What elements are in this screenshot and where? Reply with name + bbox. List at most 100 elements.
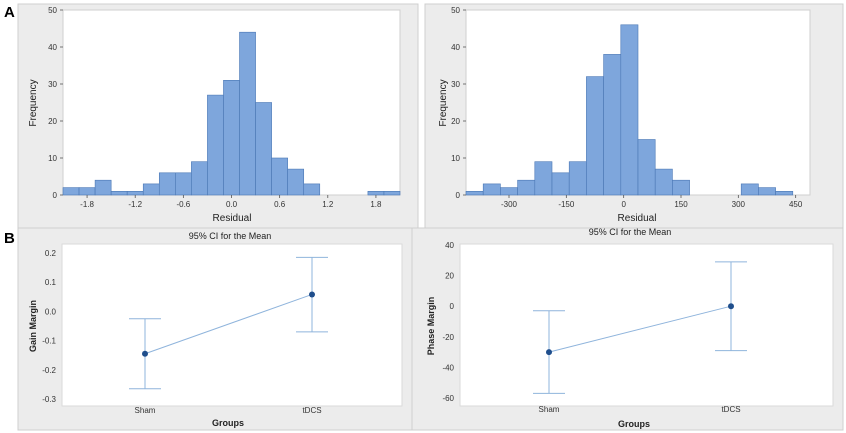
hist-left-bar bbox=[223, 80, 240, 196]
hist-left-bar bbox=[239, 31, 256, 196]
hist-right-ytick-label: 10 bbox=[451, 154, 460, 163]
hist-left-xtick-label: -1.8 bbox=[80, 200, 94, 209]
hist-left-bar bbox=[303, 183, 321, 196]
hist-left-ytick-label: 10 bbox=[48, 154, 57, 163]
hist-right-ytick-label: 20 bbox=[451, 117, 460, 126]
hist-left-bar bbox=[287, 168, 305, 196]
histogram-left-ylabel: Frequency bbox=[28, 79, 39, 126]
hist-right-ytick-label: 50 bbox=[451, 6, 460, 15]
hist-right-bar bbox=[740, 183, 759, 196]
interval-plot-left: 95% CI for the Mean -0.3 -0.2 -0.1 0.0 0.1 0.… bbox=[17, 227, 413, 431]
ci-left-mean-point bbox=[142, 350, 148, 357]
ci-left-ytick-label: -0.2 bbox=[42, 366, 56, 375]
interval-plot-right-title: 95% CI for the Mean bbox=[589, 227, 672, 237]
ci-left-ytick-label: 0.0 bbox=[45, 307, 57, 316]
hist-right-bar bbox=[672, 179, 690, 196]
hist-left-bar bbox=[110, 191, 128, 196]
hist-right-bar bbox=[654, 168, 673, 196]
hist-left-ytick-label: 50 bbox=[48, 6, 57, 15]
hist-right-xtick-label: 0 bbox=[621, 200, 626, 209]
hist-right-xtick-label: -150 bbox=[558, 200, 575, 209]
hist-left-bar bbox=[271, 157, 288, 196]
hist-right-bar bbox=[482, 183, 501, 196]
panel-label-a: A bbox=[4, 4, 15, 21]
ci-left-xtick-label: tDCS bbox=[302, 406, 321, 415]
ci-right-xtick-label: tDCS bbox=[721, 405, 740, 414]
interval-plot-left-ylabel: Gain Margin bbox=[28, 300, 38, 352]
ci-left-ytick-label: 0.1 bbox=[45, 278, 57, 287]
hist-right-xtick-label: 300 bbox=[732, 200, 746, 209]
ci-right-xtick-label: Sham bbox=[539, 405, 560, 414]
hist-left-bar bbox=[207, 94, 224, 196]
interval-plot-left-title: 95% CI for the Mean bbox=[189, 231, 272, 241]
ci-left-xtick-label: Sham bbox=[135, 406, 156, 415]
hist-left-bar bbox=[142, 183, 160, 196]
ci-left-ytick-label: 0.2 bbox=[45, 249, 57, 258]
ci-right-ytick-label: 20 bbox=[445, 272, 454, 281]
hist-right-bar bbox=[637, 139, 656, 196]
ci-right-ytick-label: 0 bbox=[450, 302, 455, 311]
hist-left-bar bbox=[191, 161, 208, 196]
ci-left-ytick-label: -0.3 bbox=[42, 395, 56, 404]
hist-left-xtick-label: 0.6 bbox=[274, 200, 286, 209]
hist-left-bar bbox=[367, 191, 385, 196]
hist-left-bar bbox=[158, 172, 176, 196]
hist-right-bar bbox=[603, 54, 622, 196]
interval-plot-left-xlabel: Groups bbox=[212, 418, 244, 428]
hist-right-xtick-label: 150 bbox=[674, 200, 688, 209]
hist-left-bar bbox=[78, 187, 96, 196]
ci-right-ytick-label: -40 bbox=[442, 363, 454, 372]
hist-right-bar bbox=[620, 24, 639, 196]
hist-left-ytick-label: 40 bbox=[48, 43, 57, 52]
hist-left-bar bbox=[175, 172, 192, 196]
histogram-right-xlabel: Residual bbox=[618, 213, 657, 224]
hist-right-bar bbox=[534, 161, 553, 196]
hist-left-xtick-label: -0.6 bbox=[176, 200, 190, 209]
hist-right-bar bbox=[465, 191, 484, 196]
hist-right-bar bbox=[775, 191, 794, 196]
ci-right-mean-connector bbox=[548, 305, 732, 353]
histogram-right-ylabel: Frequency bbox=[438, 79, 449, 126]
interval-plot-right-ylabel: Phase Margin bbox=[426, 297, 436, 356]
ci-left-mean-connector bbox=[144, 293, 313, 355]
hist-left-ytick-label: 30 bbox=[48, 80, 57, 89]
hist-right-ytick-label: 40 bbox=[451, 43, 460, 52]
interval-plot-right: 95% CI for the Mean -60 -40 -20 0 20 40 Sham t… bbox=[411, 227, 844, 431]
hist-left-bar bbox=[383, 191, 401, 196]
ci-left-mean-point bbox=[309, 291, 315, 298]
hist-right-bar bbox=[551, 172, 570, 196]
hist-right-xtick-label: -300 bbox=[501, 200, 518, 209]
interval-plot-right-plot-area bbox=[459, 243, 834, 407]
ci-left-ytick-label: -0.1 bbox=[42, 337, 56, 346]
interval-plot-right-xlabel: Groups bbox=[618, 419, 650, 429]
hist-right-xtick-label: 450 bbox=[789, 200, 803, 209]
hist-left-ytick-label: 0 bbox=[53, 191, 58, 200]
ci-right-mean-point bbox=[728, 303, 734, 310]
hist-left-bar bbox=[126, 191, 144, 196]
hist-right-ytick-label: 0 bbox=[456, 191, 461, 200]
ci-right-mean-point bbox=[546, 349, 552, 356]
hist-left-xtick-label: -1.2 bbox=[128, 200, 142, 209]
panel-label-b: B bbox=[4, 230, 15, 247]
hist-left-bar bbox=[94, 179, 112, 196]
hist-left-xtick-label: 1.2 bbox=[322, 200, 334, 209]
hist-left-bar bbox=[255, 102, 272, 196]
histogram-left: -1.8 -1.2 -0.6 0.0 0.6 1.2 1.8 0 10 20 30 40 50 Res… bbox=[17, 3, 419, 229]
hist-left-xtick-label: 0.0 bbox=[226, 200, 238, 209]
hist-right-bar bbox=[586, 76, 604, 196]
hist-left-bar bbox=[62, 187, 80, 196]
histogram-left-xlabel: Residual bbox=[213, 213, 252, 224]
ci-right-ytick-label: 40 bbox=[445, 241, 454, 250]
hist-left-ytick-label: 20 bbox=[48, 117, 57, 126]
hist-right-bar bbox=[500, 187, 518, 196]
ci-right-ytick-label: -60 bbox=[442, 394, 454, 403]
hist-right-bar bbox=[568, 161, 587, 196]
ci-right-ytick-label: -20 bbox=[442, 333, 454, 342]
hist-right-bar bbox=[758, 187, 776, 196]
hist-right-bar bbox=[517, 179, 536, 196]
hist-right-ytick-label: 30 bbox=[451, 80, 460, 89]
hist-left-xtick-label: 1.8 bbox=[370, 200, 382, 209]
interval-plot-left-plot-area bbox=[61, 243, 403, 407]
